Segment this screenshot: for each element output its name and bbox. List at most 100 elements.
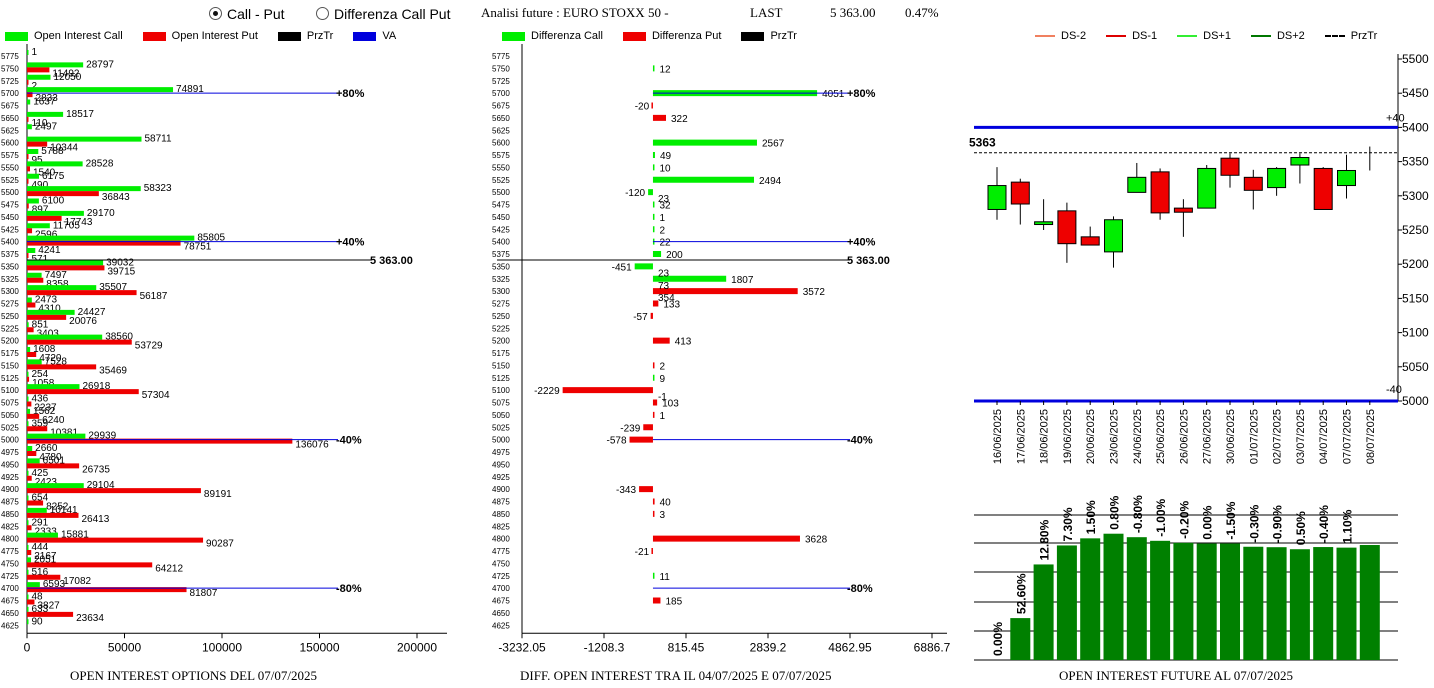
candle-body [1290, 156, 1310, 166]
strike-label: 4700 [492, 584, 510, 593]
strike-label: 5100 [492, 386, 510, 395]
radio-call-put[interactable]: Call - Put [209, 6, 285, 22]
title-left: OPEN INTEREST OPTIONS DEL 07/07/2025 [70, 668, 317, 683]
date-label: 30/06/2025 [1225, 409, 1237, 464]
strike-label: 5150 [1, 361, 19, 370]
diff-bar [629, 436, 653, 443]
call-bar [27, 619, 29, 625]
candle-body [987, 185, 1007, 210]
legend-va: VA [353, 30, 396, 42]
call-bar [27, 569, 29, 575]
strike-label: 5475 [492, 201, 510, 210]
diff-value-label: -451 [612, 262, 632, 273]
diff-value-label: 22 [659, 238, 671, 249]
strike-label: 5600 [492, 139, 510, 148]
oi-bar [1289, 549, 1310, 660]
call-value-label: 28528 [86, 158, 114, 169]
strike-label: 5725 [492, 77, 510, 86]
x-tick-label: 0 [24, 640, 31, 654]
strike-label: 5300 [492, 287, 510, 296]
put-value-label: 53729 [135, 341, 163, 352]
call-value-label: 39032 [106, 257, 134, 268]
x-tick-label: 100000 [202, 640, 242, 654]
legend-line [1250, 35, 1271, 37]
put-bar [27, 599, 35, 605]
call-bar [27, 582, 40, 588]
diff-bar [652, 176, 755, 183]
strike-label: 4900 [1, 485, 19, 494]
candle-body [1010, 181, 1030, 205]
radio-diff[interactable]: Differenza Call Put [316, 6, 450, 22]
strike-label: 5075 [492, 399, 510, 408]
oi-pct-label: 12.80% [1038, 519, 1052, 560]
put-value-label: 8252 [46, 502, 69, 513]
put-value-label: 1058 [32, 378, 55, 389]
diff-bar [652, 300, 659, 307]
va-label: -40% [847, 435, 873, 447]
call-bar [27, 124, 32, 130]
va-label: +80% [847, 88, 876, 100]
call-bar [27, 198, 39, 204]
call-value-label: 29939 [88, 431, 116, 442]
call-value-label: 444 [32, 542, 49, 553]
diff-value-label: 11 [659, 572, 670, 583]
put-bar [27, 327, 34, 333]
put-bar [27, 178, 29, 184]
radio-unselected-icon[interactable] [316, 7, 329, 20]
call-value-label: 6100 [42, 196, 65, 207]
put-bar [27, 215, 62, 221]
legend-przTr: PrzTr [1324, 30, 1377, 42]
candle-body [1080, 236, 1100, 246]
legend-call: Open Interest Call [5, 30, 123, 42]
diff-value-label: 49 [660, 151, 672, 162]
call-bar [27, 594, 29, 600]
put-value-label: 89191 [204, 489, 232, 500]
x-tick-label: 4862.95 [828, 640, 872, 654]
strike-label: 5625 [1, 126, 19, 135]
strike-label: 5650 [492, 114, 510, 123]
va-label: +80% [336, 88, 365, 100]
put-bar [27, 389, 139, 395]
put-value-label: 57304 [142, 390, 170, 401]
call-value-label: 28797 [86, 59, 114, 70]
strike-label: 5050 [1, 411, 19, 420]
open-interest-chart: 0 50000 100000 150000 200000 5775 1 5750 28797 11… [1, 44, 447, 654]
strike-label: 4975 [1, 448, 19, 457]
put-value-label: 56187 [140, 291, 168, 302]
legend-line [1106, 35, 1127, 37]
strike-label: 5150 [492, 361, 510, 370]
legend-swatch [142, 31, 166, 41]
call-bar [27, 557, 31, 563]
call-value-label: 516 [32, 567, 49, 578]
diff-bar [652, 152, 655, 158]
put-value-label: 17082 [63, 576, 91, 587]
strike-label: 4800 [492, 535, 510, 544]
diff-value-label: 2 [659, 225, 665, 236]
call-value-label: 6175 [42, 171, 65, 182]
title-mid: DIFF. OPEN INTEREST TRA IL 04/07/2025 E … [520, 668, 832, 683]
diff-value-label: 40 [660, 498, 672, 509]
date-label: 20/06/2025 [1085, 409, 1097, 464]
oi-bar [1126, 537, 1147, 660]
diff-bar [652, 275, 727, 282]
y-tick-label: 5100 [1402, 326, 1429, 340]
diff-bar [652, 498, 655, 505]
put-bar [27, 79, 29, 85]
legend-line [1324, 35, 1345, 37]
diff-bar [639, 486, 653, 493]
call-value-label: 58711 [144, 134, 172, 145]
call-value-label: 851 [32, 319, 49, 330]
call-value-label: 58323 [144, 183, 172, 194]
candle-body [1150, 171, 1170, 214]
put-bar [27, 475, 32, 481]
put-value-label: 36843 [102, 192, 130, 203]
put-bar [27, 562, 153, 568]
legend-put: Open Interest Put [142, 30, 258, 42]
strike-label: 5650 [1, 114, 19, 123]
put-value-label: 1540 [33, 167, 56, 178]
candle-body [1267, 167, 1287, 189]
diff-bar [652, 139, 757, 146]
diff-value-label: -57 [633, 312, 648, 323]
radio-selected-icon[interactable] [209, 7, 222, 20]
put-bar [27, 537, 204, 543]
